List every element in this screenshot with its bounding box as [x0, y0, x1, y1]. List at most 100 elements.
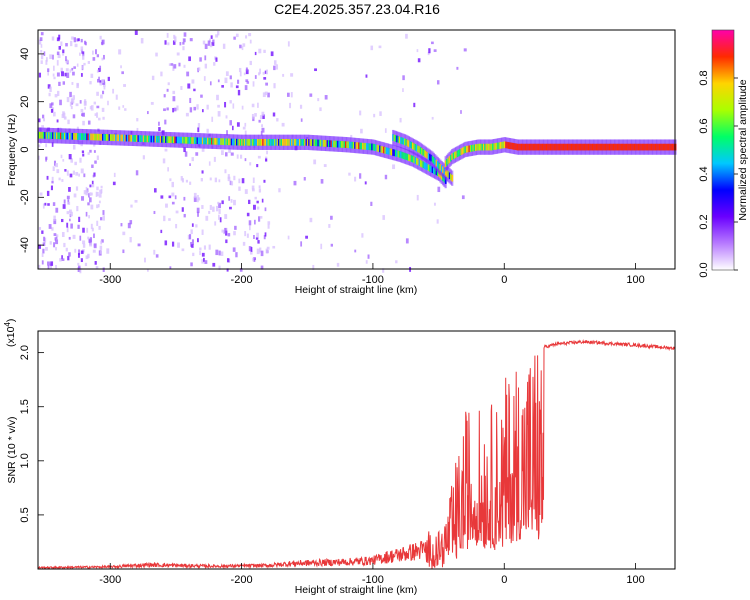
spectrogram-noise-cell — [89, 184, 92, 188]
spectrogram-ridge-cell — [442, 174, 444, 182]
spectrogram-noise-cell — [101, 57, 104, 61]
spectrogram-y-tick-label: -20 — [19, 189, 31, 205]
spectrogram-noise-cell — [262, 71, 265, 75]
spectrogram-ridge-cell — [545, 143, 548, 151]
spectrogram-noise-cell — [79, 52, 81, 56]
spectrogram-noise-cell — [90, 223, 93, 230]
spectrogram-noise-cell — [189, 181, 192, 185]
spectrogram-noise-cell — [359, 110, 362, 116]
spectrogram-noise-cell — [68, 252, 71, 257]
spectrogram-noise-cell — [178, 62, 181, 67]
spectrogram-ridge-cell — [585, 143, 588, 151]
spectrogram-ridge-cell — [450, 154, 452, 162]
spectrogram-ridge-cell — [73, 132, 75, 140]
spectrogram-noise-cell — [82, 120, 85, 126]
spectrogram-noise-cell — [134, 30, 138, 35]
spectrogram-ridge-cell — [109, 134, 112, 141]
spectrogram-ridge-cell — [102, 133, 104, 141]
spectrogram-ridge-cell — [433, 167, 435, 174]
spectrogram-y-tick-label: -40 — [19, 237, 31, 253]
spectrogram-noise-cell — [88, 215, 90, 219]
spectrogram-ridge-cell — [230, 138, 233, 146]
spectrogram-noise-cell — [127, 222, 131, 229]
spectrogram-noise-cell — [248, 246, 252, 252]
spectrogram-noise-cell — [199, 57, 202, 62]
spectrogram-ridge-cell — [66, 132, 69, 140]
spectrogram-ridge-cell — [652, 143, 655, 151]
spectrogram-ridge-cell — [563, 143, 565, 151]
snr-y-label: SNR (10 * v/v) — [6, 416, 18, 483]
spectrogram-ridge-cell — [182, 136, 184, 144]
spectrogram-noise-cell — [203, 257, 205, 262]
spectrogram-noise-cell — [48, 224, 52, 229]
spectrogram-noise-cell — [246, 233, 249, 238]
spectrogram-noise-cell — [313, 159, 317, 165]
spectrogram-noise-cell — [392, 164, 396, 170]
spectrogram-ridge-cell — [481, 143, 484, 151]
spectrogram-noise-cell — [80, 46, 84, 52]
spectrogram-noise-cell — [50, 108, 54, 113]
spectrogram-ridge-cell — [105, 134, 108, 141]
spectrogram-ridge-cell — [406, 153, 409, 161]
spectrogram-noise-cell — [69, 101, 72, 107]
spectrogram-noise-cell — [76, 38, 79, 42]
spectrogram-noise-cell — [118, 49, 122, 55]
spectrogram-noise-cell — [67, 199, 70, 204]
spectrogram-noise-cell — [200, 94, 203, 98]
spectrogram-noise-cell — [218, 265, 221, 270]
spectrogram-noise-cell — [53, 242, 56, 248]
spectrogram-ridge-cell — [211, 137, 213, 145]
spectrogram-ridge-cell — [251, 138, 254, 146]
spectrogram-ridge-cell — [480, 143, 483, 151]
spectrogram-noise-cell — [208, 161, 211, 166]
spectrogram-noise-cell — [259, 115, 263, 120]
spectrogram-ridge-cell — [450, 173, 452, 181]
spectrogram-ridge-cell — [627, 143, 630, 151]
spectrogram-ridge-cell — [440, 165, 443, 172]
spectrogram-ridge-cell — [241, 138, 243, 146]
spectrogram-noise-cell — [62, 81, 65, 85]
spectrogram-noise-cell — [96, 105, 100, 109]
spectrogram-ridge-cell — [493, 143, 496, 150]
spectrogram-ridge-cell — [451, 174, 454, 182]
spectrogram-ridge-cell — [157, 135, 159, 143]
spectrogram-noise-cell — [158, 121, 160, 126]
spectrogram-noise-cell — [66, 222, 69, 228]
spectrogram-ridge-cell — [436, 161, 439, 168]
spectrogram-ridge-cell — [167, 136, 170, 143]
spectrogram-ridge-cell — [591, 143, 594, 151]
spectrogram-ridge-cell — [468, 145, 471, 153]
spectrogram-ridge-cell — [207, 137, 209, 145]
spectrogram-noise-cell — [47, 68, 50, 72]
spectrogram-noise-cell — [264, 207, 267, 212]
spectrogram-ridge-cell — [350, 141, 352, 149]
spectrogram-noise-cell — [258, 188, 262, 193]
spectrogram-noise-cell — [75, 103, 79, 107]
spectrogram-ridge-cell — [460, 148, 463, 155]
spectrogram-noise-cell — [49, 54, 53, 60]
spectrogram-noise-cell — [96, 112, 99, 118]
spectrogram-noise-cell — [95, 266, 99, 269]
spectrogram-noise-cell — [260, 131, 263, 136]
spectrogram-ridge-cell — [419, 160, 422, 167]
spectrogram-noise-cell — [208, 244, 211, 250]
spectrogram-noise-cell — [103, 54, 105, 60]
spectrogram-ridge-cell — [271, 138, 274, 146]
spectrogram-ridge-cell — [543, 143, 546, 151]
spectrogram-ridge-cell — [427, 152, 430, 160]
spectrogram-noise-cell — [53, 160, 57, 166]
spectrogram-noise-cell — [249, 60, 252, 66]
spectrogram-ridge-cell — [436, 169, 439, 177]
spectrogram-noise-cell — [47, 265, 50, 270]
spectrogram-noise-cell — [185, 112, 189, 117]
spectrogram-ridge-cell — [496, 142, 498, 150]
spectrogram-ridge-cell — [590, 143, 593, 151]
spectrogram-noise-cell — [69, 91, 72, 98]
spectrogram-ridge-cell — [78, 133, 81, 140]
snr-y-tick-label: 2.0 — [19, 345, 31, 360]
spectrogram-noise-cell — [233, 199, 236, 206]
spectrogram-ridge-cell — [200, 137, 203, 145]
spectrogram-noise-cell — [239, 44, 242, 49]
spectrogram-noise-cell — [238, 178, 241, 184]
spectrogram-noise-cell — [264, 232, 267, 237]
